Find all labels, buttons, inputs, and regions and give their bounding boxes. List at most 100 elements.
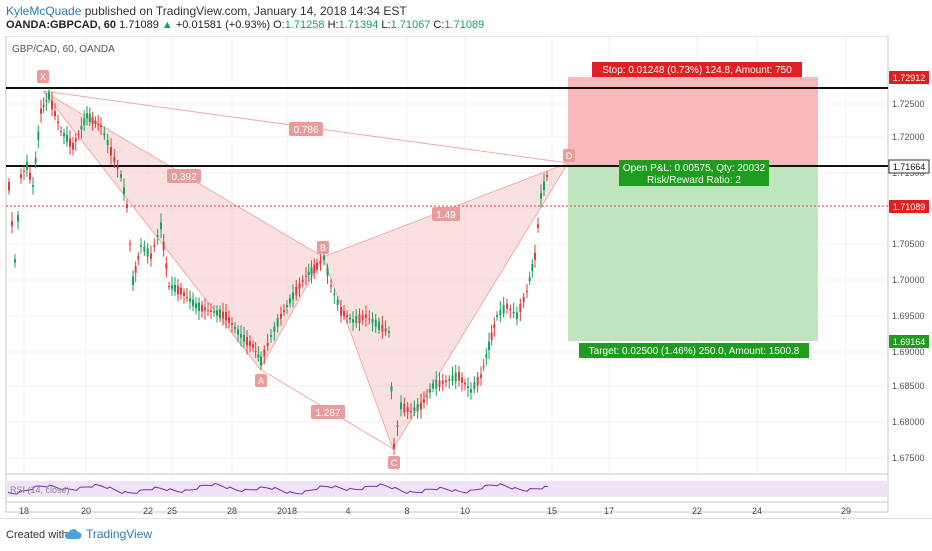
- candle-body: [8, 182, 10, 191]
- candle-body: [207, 310, 209, 311]
- footer: Created with TradingView: [0, 518, 932, 551]
- time-tick: 18: [19, 506, 29, 516]
- point-x-box: [37, 70, 49, 83]
- candle-body: [432, 383, 434, 389]
- candle-body: [66, 134, 68, 142]
- candle-body: [263, 349, 266, 357]
- candle-body: [349, 317, 351, 320]
- price-chart[interactable]: GBP/CAD, 60, OANDA 0.786 0.392 1.49 1.28…: [0, 35, 932, 516]
- candle-body: [137, 256, 140, 260]
- tradingview-logo[interactable]: TradingView: [64, 527, 152, 541]
- candle-body: [186, 297, 188, 298]
- author-link[interactable]: KyleMcQuade: [6, 4, 82, 18]
- candle-body: [464, 382, 466, 385]
- tradingview-brand: TradingView: [86, 527, 153, 541]
- candle-body: [198, 302, 200, 311]
- candle-body: [201, 304, 203, 312]
- point-d-box: [563, 149, 575, 162]
- candle-body: [423, 399, 425, 403]
- ratio-xb-box: [167, 169, 201, 183]
- candle-body: [499, 309, 502, 316]
- cloud-icon: [64, 529, 82, 539]
- time-tick: 25: [167, 506, 177, 516]
- candle-body: [37, 131, 40, 140]
- candle-body: [283, 310, 285, 312]
- last-price-text: 1.71089: [119, 19, 159, 31]
- candle-body: [371, 319, 374, 323]
- candle-body: [289, 298, 291, 304]
- pnl-label: Open P&L: 0.00575, Qty: 20032: [623, 163, 766, 174]
- stop-zone[interactable]: [568, 77, 818, 166]
- high-label: H:: [327, 19, 339, 31]
- candle-body: [441, 380, 444, 385]
- candle-body: [406, 406, 409, 413]
- candle-body: [228, 317, 230, 323]
- target-zone[interactable]: [568, 166, 818, 341]
- candle-body: [295, 287, 298, 296]
- candle-body: [340, 307, 342, 316]
- candle-body: [40, 108, 42, 114]
- candle-body: [106, 139, 109, 146]
- candle-body: [180, 287, 182, 295]
- published-text: published on TradingView.com, January 14…: [84, 4, 407, 18]
- candle-body: [266, 342, 269, 347]
- tag-last-box: [889, 200, 929, 213]
- rsi-label: RSI (14, close): [10, 485, 70, 495]
- candle-body: [77, 134, 80, 135]
- price-tick: 1.69500: [892, 311, 925, 321]
- time-tick: 10: [460, 506, 470, 516]
- candle-body: [400, 402, 402, 410]
- price-axis[interactable]: 1.725001.720001.715001.710001.705001.700…: [892, 99, 925, 463]
- candle-body: [246, 337, 248, 346]
- candle-body: [336, 299, 339, 306]
- candle-body: [470, 389, 472, 393]
- candle-body: [467, 386, 469, 389]
- candle-body: [72, 142, 74, 150]
- candle-body: [534, 252, 536, 260]
- candle-body: [531, 264, 534, 271]
- rr-label: Risk/Reward Ratio: 2: [647, 175, 741, 186]
- candle-body: [80, 126, 83, 130]
- candle-body: [86, 113, 88, 119]
- candle-body: [168, 286, 170, 287]
- candle-body: [445, 380, 447, 382]
- candles: [8, 88, 548, 455]
- candle-body: [240, 334, 242, 338]
- candle-body: [225, 312, 227, 321]
- candle-body: [20, 174, 22, 178]
- candle-body: [526, 291, 528, 292]
- candle-body: [110, 147, 112, 156]
- candle-body: [14, 259, 16, 263]
- pnl-label-box: [619, 160, 769, 186]
- open-label: O:: [273, 19, 285, 31]
- time-tick: 2018: [277, 506, 297, 516]
- candle-body: [132, 276, 134, 285]
- tag-hline-box: [888, 159, 930, 174]
- candle-body: [252, 344, 254, 348]
- candle-body: [123, 187, 125, 195]
- candle-body: [140, 245, 142, 247]
- stop-label: Stop: 0.01248 (0.73%) 124.8, Amount: 750: [602, 65, 792, 76]
- candle-body: [429, 389, 431, 393]
- chart-area[interactable]: GBP/CAD, 60, OANDA 0.786 0.392 1.49 1.28…: [0, 35, 932, 516]
- candle-body: [519, 303, 522, 313]
- point-a-box: [255, 374, 267, 387]
- low-label: L:: [381, 19, 391, 31]
- ratio-ac: 1.287: [315, 408, 340, 419]
- candle-body: [204, 307, 206, 311]
- high-value: 1.71394: [338, 19, 379, 31]
- point-a: A: [258, 376, 264, 386]
- candle-body: [51, 100, 53, 110]
- ratio-xd-box: [289, 122, 323, 136]
- candle-body: [509, 308, 512, 311]
- candle-body: [448, 378, 451, 381]
- candle-body: [319, 260, 322, 264]
- candle-body: [54, 111, 56, 117]
- time-axis[interactable]: 18 20 22 25 28 2018 4 8 10 15 17 22 24 29: [19, 506, 851, 516]
- candle-body: [160, 222, 162, 230]
- stop-label-box: [592, 62, 802, 77]
- symbol-label: OANDA:GBPCAD, 60: [6, 19, 117, 31]
- candle-body: [393, 443, 395, 449]
- candle-body: [490, 332, 493, 340]
- candle-body: [540, 193, 542, 199]
